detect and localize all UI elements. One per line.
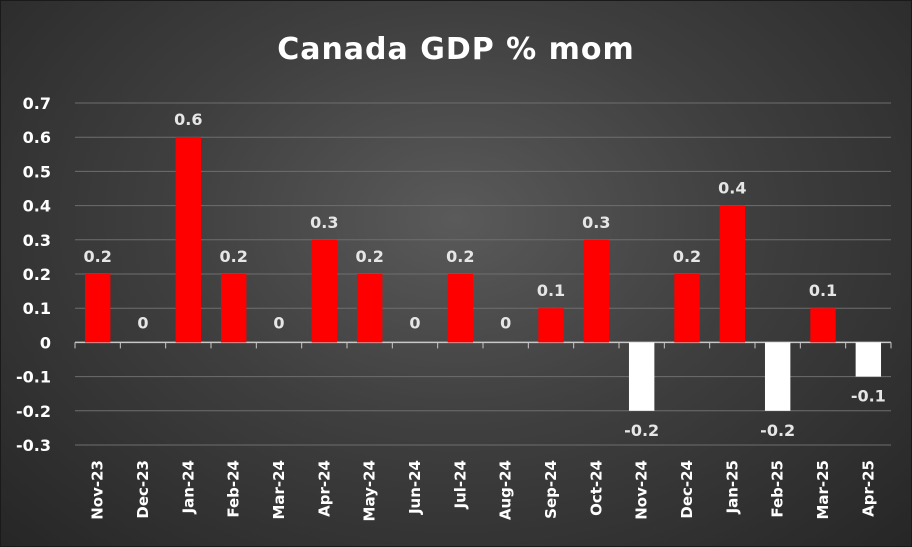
x-tick-label: May-24 [361, 460, 379, 521]
x-tick-label: Mar-25 [814, 460, 832, 520]
x-axis-ticks: Nov-23 Dec-23 Jan-24 Feb-24 Mar-24 Apr-24 May-… [89, 460, 878, 521]
data-label: 0.1 [537, 281, 565, 300]
data-label: 0.2 [83, 247, 111, 266]
data-label: 0.4 [718, 179, 746, 198]
data-label: 0.2 [219, 247, 247, 266]
chart-title: Canada GDP % mom [277, 32, 635, 67]
gridlines [74, 102, 892, 446]
x-tick-label: Dec-23 [134, 460, 152, 519]
data-label: 0 [273, 313, 284, 332]
bar [447, 274, 474, 343]
bar [84, 274, 111, 343]
bar [855, 342, 882, 377]
bar [538, 308, 564, 343]
x-tick-label: Aug-24 [497, 460, 515, 520]
x-tick-label: Oct-24 [587, 460, 605, 516]
x-tick-label: Nov-23 [89, 460, 107, 520]
y-tick-label: 0.6 [23, 128, 51, 147]
data-label: 0.1 [809, 281, 837, 300]
y-tick-label: -0.3 [16, 436, 51, 455]
bar [674, 274, 700, 343]
x-tick-label: Apr-25 [859, 460, 877, 517]
y-axis-ticks: -0.3 -0.2 -0.1 0 0.1 0.2 0.3 0.4 0.5 0.6 0.7 [16, 94, 51, 455]
y-tick-label: 0.3 [23, 231, 51, 250]
x-tick-label: Sep-24 [542, 460, 560, 519]
bar [583, 239, 610, 343]
y-tick-label: 0 [40, 333, 51, 352]
bar [719, 205, 746, 343]
x-tick-label: Jan-24 [179, 460, 197, 514]
x-tick-label: Jul-24 [451, 460, 469, 510]
x-tick-label: Feb-24 [225, 460, 243, 518]
x-tick-label: Feb-25 [769, 460, 787, 518]
bars [84, 137, 882, 411]
data-label: 0.2 [673, 247, 701, 266]
data-label: 0.6 [174, 110, 202, 129]
y-tick-label: 0.1 [23, 299, 51, 318]
bar [356, 274, 383, 343]
y-tick-label: -0.1 [16, 368, 51, 387]
x-tick-label: Dec-24 [678, 460, 696, 519]
x-tick-label: Jun-24 [406, 460, 424, 515]
x-tick-label: Mar-24 [270, 460, 288, 520]
bar [311, 239, 338, 343]
bar [628, 342, 655, 411]
data-labels: 0.2 0 0.6 0.2 0 0.3 0.2 0 0.2 0 0.1 0.3 -0.2 0.2 0.4 -0… [83, 110, 885, 440]
y-tick-label: 0.5 [23, 162, 51, 181]
data-label: -0.2 [760, 421, 795, 440]
x-tick-label: Jan-25 [723, 460, 741, 514]
y-tick-label: -0.2 [16, 402, 51, 421]
data-label: -0.2 [624, 421, 659, 440]
y-tick-label: 0.7 [23, 94, 51, 113]
bar [175, 137, 202, 343]
bar [810, 308, 836, 343]
bar [764, 342, 791, 411]
x-tick-label: Apr-24 [315, 460, 333, 517]
data-label: 0 [137, 313, 148, 332]
y-tick-label: 0.2 [23, 265, 51, 284]
data-label: 0.2 [446, 247, 474, 266]
data-label: 0 [500, 313, 511, 332]
y-tick-label: 0.4 [23, 197, 51, 216]
data-label: -0.1 [851, 387, 886, 406]
bar [220, 274, 247, 343]
data-label: 0 [409, 313, 420, 332]
data-label: 0.3 [310, 213, 338, 232]
x-tick-label: Nov-24 [633, 460, 651, 520]
data-label: 0.2 [355, 247, 383, 266]
data-label: 0.3 [582, 213, 610, 232]
